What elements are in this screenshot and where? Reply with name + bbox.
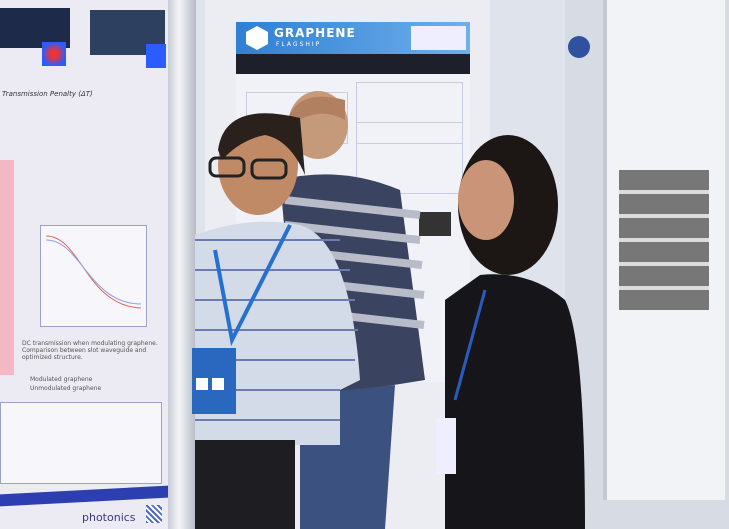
black-blazer [445, 274, 585, 529]
poster-heatmap [42, 42, 66, 66]
poster-section [356, 82, 463, 144]
formula-label: Transmission Penalty (ΔT) [2, 90, 93, 98]
poster-chart [0, 402, 162, 484]
poster-frame [168, 0, 196, 529]
sweater-stripes [284, 196, 425, 329]
legend-entry: Modulated graphene [30, 376, 93, 383]
lanyard [213, 224, 292, 347]
qr-code [146, 505, 162, 523]
poster-chart [40, 225, 147, 327]
hair [288, 96, 345, 125]
glasses-icon [250, 158, 288, 180]
lanyard [453, 289, 487, 401]
poster-heatmap [146, 44, 166, 68]
graphene-logo-icon [246, 26, 268, 50]
poster-figure [0, 160, 14, 375]
poster-chart-curves [45, 235, 142, 309]
chart-curve [45, 239, 142, 305]
chart-caption: DC transmission when modulating graphene… [22, 340, 158, 361]
balloon [568, 36, 590, 58]
legend-entry: Unmodulated graphene [30, 385, 102, 392]
person-woman [436, 135, 585, 529]
right-poster [603, 0, 725, 500]
photonics-logo: photonics [82, 511, 136, 524]
trousers [195, 440, 295, 529]
poster-title-bar [236, 54, 470, 74]
poster-image [619, 170, 709, 310]
person-man [192, 113, 360, 529]
badge-qr-code [196, 378, 208, 390]
badge-qr-code [212, 378, 224, 390]
poster-figure [0, 8, 70, 48]
poster-section [356, 122, 463, 194]
poster-image [419, 212, 451, 236]
face [458, 160, 514, 240]
sponsor-logo [411, 26, 466, 50]
shirt-check-lines [195, 239, 358, 421]
badge [436, 418, 456, 474]
left-poster: Transmission Penalty (ΔT) DC transmissio… [0, 0, 172, 529]
glasses-icon [208, 156, 246, 178]
logo-subtitle: FLAGSHIP [276, 41, 322, 48]
logo-title: GRAPHENE [274, 26, 356, 40]
hair [218, 113, 305, 175]
graphene-flagship-banner: GRAPHENE FLAGSHIP [236, 22, 470, 54]
